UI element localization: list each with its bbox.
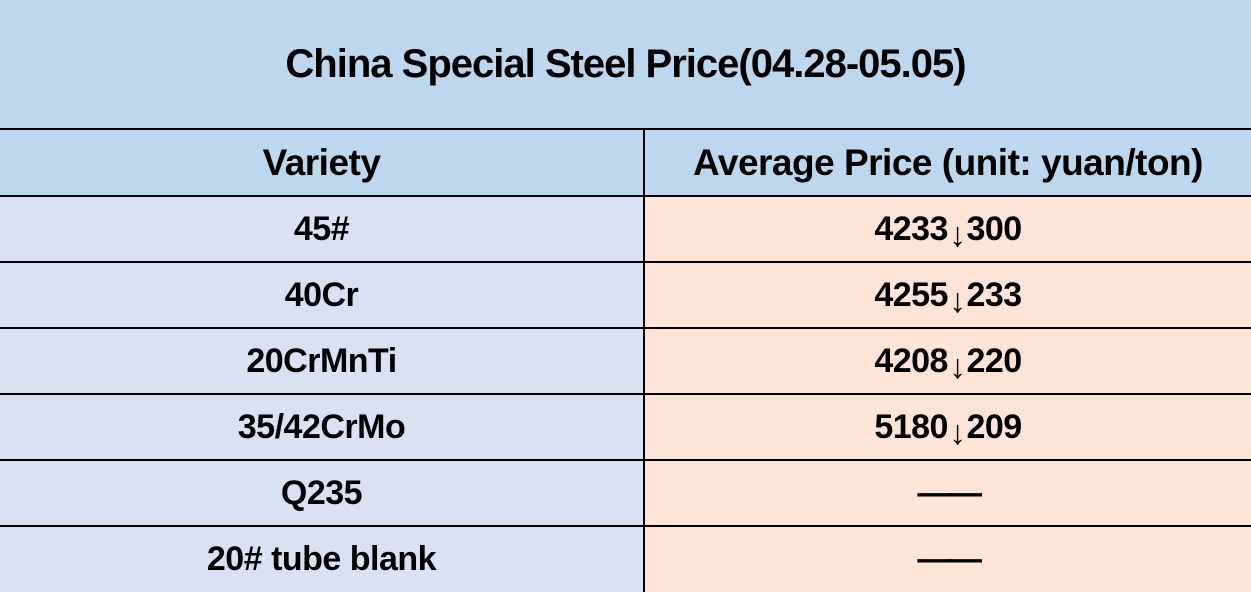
column-header-variety-label: Variety bbox=[262, 141, 381, 183]
price-change: 300 bbox=[966, 209, 1022, 248]
variety-cell: Q235 bbox=[0, 461, 643, 525]
price-value: 5180 bbox=[874, 407, 948, 446]
table-title-band: China Special Steel Price(04.28-05.05) bbox=[0, 0, 1251, 130]
price-cell: 4233 ↓ 300 bbox=[643, 197, 1251, 261]
column-header-price: Average Price (unit: yuan/ton) bbox=[643, 130, 1251, 195]
price-cell: —— bbox=[643, 527, 1251, 592]
table-row: 20CrMnTi 4208 ↓ 220 bbox=[0, 329, 1251, 395]
price-value: —— bbox=[917, 540, 982, 578]
variety-label: 20CrMnTi bbox=[246, 341, 397, 380]
price-cell: —— bbox=[643, 461, 1251, 525]
column-header-price-label: Average Price (unit: yuan/ton) bbox=[693, 141, 1203, 183]
down-arrow-icon: ↓ bbox=[948, 215, 966, 254]
variety-label: Q235 bbox=[280, 473, 363, 512]
table-row: 40Cr 4255 ↓ 233 bbox=[0, 263, 1251, 329]
price-cell: 4255 ↓ 233 bbox=[643, 263, 1251, 327]
price-value: 4208 bbox=[874, 341, 948, 380]
price-change: 209 bbox=[966, 407, 1022, 446]
table-row: 45# 4233 ↓ 300 bbox=[0, 197, 1251, 263]
variety-label: 35/42CrMo bbox=[237, 407, 406, 446]
down-arrow-icon: ↓ bbox=[948, 413, 966, 452]
variety-cell: 40Cr bbox=[0, 263, 643, 327]
table-row: 35/42CrMo 5180 ↓ 209 bbox=[0, 395, 1251, 461]
price-cell: 4208 ↓ 220 bbox=[643, 329, 1251, 393]
variety-cell: 20# tube blank bbox=[0, 527, 643, 592]
variety-cell: 35/42CrMo bbox=[0, 395, 643, 459]
price-change: 233 bbox=[966, 275, 1022, 314]
variety-cell: 20CrMnTi bbox=[0, 329, 643, 393]
price-change: 220 bbox=[966, 341, 1022, 380]
variety-label: 20# tube blank bbox=[206, 540, 437, 578]
down-arrow-icon: ↓ bbox=[948, 281, 966, 320]
variety-cell: 45# bbox=[0, 197, 643, 261]
table-header-row: Variety Average Price (unit: yuan/ton) bbox=[0, 130, 1251, 197]
down-arrow-icon: ↓ bbox=[948, 347, 966, 386]
table-row: 20# tube blank —— bbox=[0, 527, 1251, 592]
table-row: Q235 —— bbox=[0, 461, 1251, 527]
price-value: 4255 bbox=[874, 275, 948, 314]
page-title: China Special Steel Price(04.28-05.05) bbox=[285, 41, 966, 86]
price-value: —— bbox=[917, 473, 982, 512]
price-cell: 5180 ↓ 209 bbox=[643, 395, 1251, 459]
price-value: 4233 bbox=[874, 209, 948, 248]
variety-label: 45# bbox=[293, 209, 350, 248]
variety-label: 40Cr bbox=[284, 275, 359, 314]
column-header-variety: Variety bbox=[0, 130, 643, 195]
